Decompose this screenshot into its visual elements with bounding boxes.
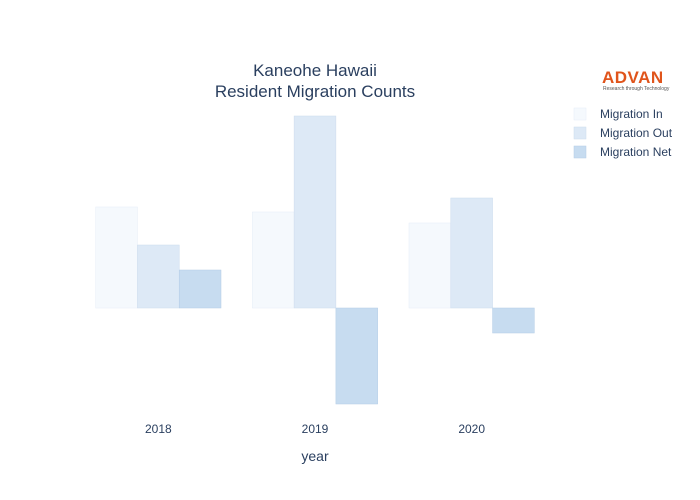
bar-migration-out-2018[interactable] (137, 244, 180, 309)
x-axis-ticks: 2018 2019 2020 (145, 422, 485, 436)
bar-migration-net-2019[interactable] (335, 307, 378, 405)
legend-label: Migration Out (600, 126, 673, 140)
chart-title-line-1: Kaneohe Hawaii (253, 61, 377, 80)
legend-label: Migration Net (600, 145, 672, 159)
x-tick-label-2019: 2019 (302, 422, 329, 436)
legend-swatch (573, 145, 587, 159)
legend-item-migration-net[interactable]: Migration Net (573, 145, 672, 159)
logo-wordmark: ADVAN (602, 68, 664, 87)
x-tick-label-2018: 2018 (145, 422, 172, 436)
x-axis-title: year (301, 448, 329, 464)
advan-logo: ADVAN Research through Technology (602, 68, 670, 92)
chart-title: Kaneohe Hawaii Resident Migration Counts (215, 61, 415, 101)
chart-title-line-2: Resident Migration Counts (215, 82, 415, 101)
bar-migration-in-2020[interactable] (408, 222, 452, 309)
legend-item-migration-in[interactable]: Migration In (573, 107, 663, 121)
bar-migration-out-2020[interactable] (450, 197, 493, 309)
bar-migration-in-2018[interactable] (95, 206, 138, 309)
legend-label: Migration In (600, 107, 663, 121)
bar-migration-out-2019[interactable] (293, 115, 337, 309)
bar-migration-net-2020[interactable] (492, 307, 535, 334)
x-tick-label-2020: 2020 (458, 422, 485, 436)
legend-item-migration-out[interactable]: Migration Out (573, 126, 673, 140)
legend: Migration In Migration Out Migration Net (573, 107, 673, 159)
legend-swatch (573, 126, 587, 140)
legend-swatch (573, 107, 587, 121)
logo-tagline: Research through Technology (603, 86, 670, 92)
bar-migration-net-2018[interactable] (178, 269, 222, 309)
bar-migration-in-2019[interactable] (252, 211, 295, 309)
plot-area (95, 115, 535, 405)
